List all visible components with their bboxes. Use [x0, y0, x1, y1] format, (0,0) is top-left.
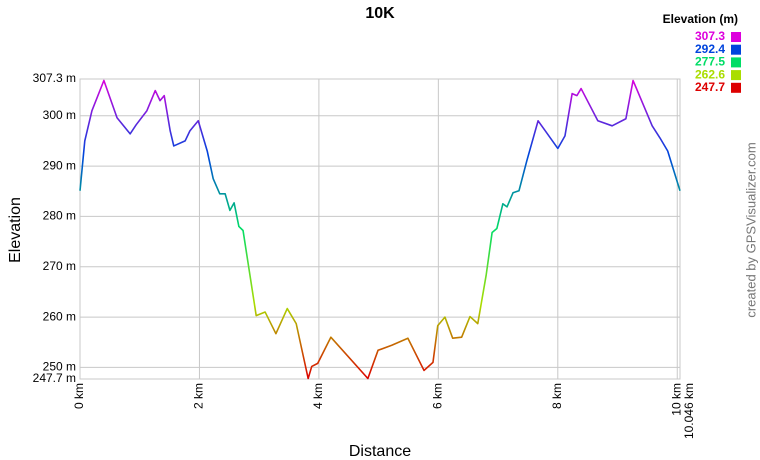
y-tick-label: 280 m: [43, 209, 76, 223]
y-tick-label: 270 m: [43, 259, 76, 273]
x-tick-label: 4 km: [311, 383, 325, 409]
legend-label: 292.4: [695, 42, 725, 56]
legend-label: 307.3: [695, 29, 725, 43]
legend-title: Elevation (m): [663, 12, 738, 26]
plot-frame: [79, 78, 681, 380]
legend-swatch: [731, 70, 741, 81]
chart-title: 10K: [365, 5, 395, 22]
y-tick-label: 250 m: [43, 360, 76, 374]
x-tick-label: 2 km: [192, 383, 206, 409]
x-tick-label: 8 km: [550, 383, 564, 409]
x-axis-label: Distance: [349, 443, 411, 460]
x-tick-label: 10.046 km: [682, 383, 696, 439]
y-axis-label: Elevation: [7, 197, 24, 263]
legend-label: 247.7: [695, 80, 725, 94]
x-tick-label: 6 km: [431, 383, 445, 409]
legend-swatch: [731, 44, 741, 55]
y-tick-label: 290 m: [43, 158, 76, 172]
legend-swatch: [731, 32, 741, 42]
y-tick-label: 300 m: [43, 108, 76, 122]
y-tick-label: 260 m: [43, 309, 76, 323]
legend-label: 277.5: [695, 55, 725, 69]
x-tick-label: 10 km: [669, 383, 683, 416]
legend-swatch: [731, 82, 741, 93]
legend-swatch: [731, 57, 741, 68]
legend-label: 262.6: [695, 67, 725, 81]
x-tick-label: 0 km: [72, 383, 86, 409]
y-tick-label: 247.7 m: [33, 371, 76, 385]
y-tick-label: 307.3 m: [33, 71, 76, 85]
credit: created by GPSVisualizer.com: [743, 142, 758, 317]
elevation-line: [79, 79, 681, 380]
